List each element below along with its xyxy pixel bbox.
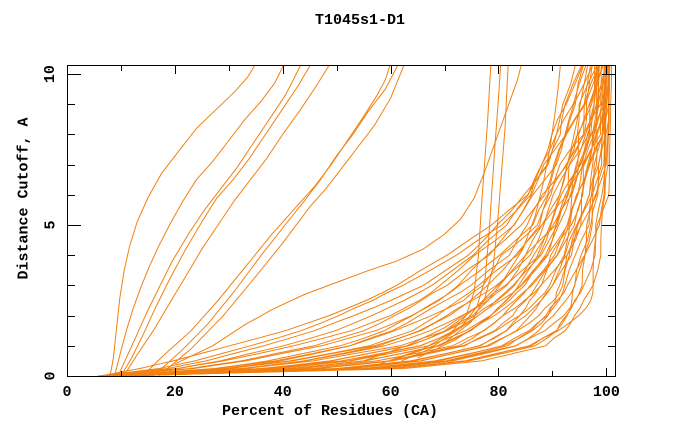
- model-curve: [121, 65, 610, 376]
- model-M3-curve: [158, 65, 405, 376]
- model-curve: [112, 65, 610, 376]
- model-curve: [100, 65, 592, 376]
- x-tick-label: 40: [274, 384, 292, 401]
- model-curve: [97, 65, 583, 376]
- chart-title: T1045s1-D1: [314, 12, 406, 29]
- model-V3-curve: [401, 65, 509, 362]
- y-tick-label: 0: [42, 371, 59, 380]
- model-L3-curve: [117, 65, 302, 376]
- model-curve: [109, 65, 598, 376]
- x-axis-label: Percent of Residues (CA): [221, 403, 439, 420]
- model-L2-curve: [114, 65, 285, 376]
- model-curve: [117, 65, 609, 376]
- model-L5-curve: [123, 65, 330, 376]
- x-tick-label: 100: [593, 384, 620, 401]
- model-M2-curve: [152, 65, 399, 376]
- model-curve: [108, 65, 600, 376]
- model-curve: [117, 65, 611, 376]
- x-tick-label: 60: [382, 384, 400, 401]
- model-L1-curve: [109, 65, 256, 376]
- model-curve: [108, 65, 599, 376]
- model-G-curve: [363, 65, 561, 362]
- model-curve: [108, 65, 598, 376]
- model-curve: [121, 65, 610, 376]
- y-tick-label: 10: [42, 65, 59, 83]
- model-M1-curve: [142, 65, 391, 376]
- model-curve: [103, 65, 587, 376]
- model-F-curve: [174, 65, 522, 365]
- y-tick-label: 5: [42, 220, 59, 229]
- axis-ticks: [67, 66, 615, 377]
- model-curve: [117, 65, 608, 376]
- model-curve: [112, 65, 600, 376]
- model-curve: [103, 65, 594, 376]
- model-curve: [118, 65, 610, 376]
- model-curve: [111, 65, 602, 376]
- model-L4-curve: [120, 65, 311, 376]
- model-curve: [98, 65, 584, 376]
- x-tick-label: 0: [62, 384, 71, 401]
- model-curve: [114, 65, 605, 376]
- model-V1-curve: [379, 65, 492, 365]
- model-curve: [114, 65, 608, 376]
- model-curve: [117, 65, 600, 376]
- model-curve: [116, 65, 596, 376]
- model-H-curve: [417, 65, 589, 359]
- x-tick-label: 20: [166, 384, 184, 401]
- model-curves: [97, 65, 612, 376]
- plot-border: [67, 65, 616, 377]
- model-V2-curve: [390, 65, 502, 362]
- model-curve: [108, 65, 598, 376]
- model-curve: [114, 65, 609, 376]
- model-curve: [107, 65, 584, 376]
- x-tick-label: 80: [489, 384, 507, 401]
